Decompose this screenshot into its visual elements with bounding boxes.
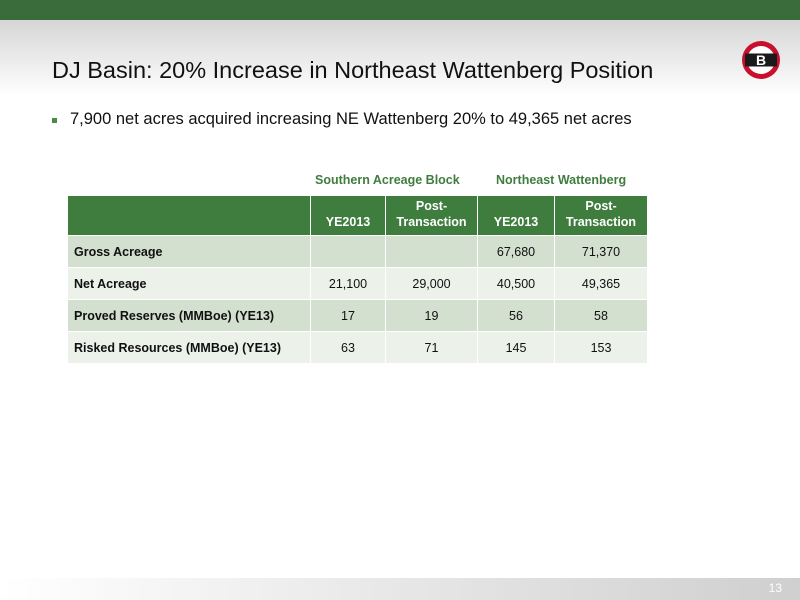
table-cell: 19 xyxy=(385,299,478,332)
column-header-ye2013-southern: YE2013 xyxy=(310,195,386,236)
table-cell: 56 xyxy=(477,299,555,332)
column-header-post-transaction-text: Post-Transaction xyxy=(396,199,467,229)
table-cell: 63 xyxy=(310,331,386,364)
bullet-text: 7,900 net acres acquired increasing NE W… xyxy=(70,110,632,128)
column-header-label xyxy=(67,195,311,236)
logo-letter: B xyxy=(756,52,766,68)
table-cell: 21,100 xyxy=(310,267,386,300)
table-row: Risked Resources (MMBoe) (YE13) 63 71 14… xyxy=(67,331,648,364)
bullet-item: 7,900 net acres acquired increasing NE W… xyxy=(52,110,632,129)
top-accent-bar xyxy=(0,0,800,20)
table-cell: 145 xyxy=(477,331,555,364)
table-cell xyxy=(385,235,478,268)
page-number: 13 xyxy=(768,581,782,595)
bullet-square-icon xyxy=(52,117,57,123)
column-header-post-transaction-southern: Post-Transaction xyxy=(385,195,478,236)
title-band xyxy=(0,20,800,96)
row-label: Net Acreage xyxy=(67,267,311,300)
table-row: Gross Acreage 67,680 71,370 xyxy=(67,235,648,268)
table-cell: 40,500 xyxy=(477,267,555,300)
table-cell xyxy=(310,235,386,268)
table-cell: 153 xyxy=(554,331,648,364)
footer-band xyxy=(0,578,800,600)
acreage-table: YE2013 Post-Transaction YE2013 Post-Tran… xyxy=(67,195,648,364)
company-logo: B xyxy=(742,41,780,79)
column-header-post-transaction-text: Post-Transaction xyxy=(565,199,637,229)
table-row: Proved Reserves (MMBoe) (YE13) 17 19 56 … xyxy=(67,299,648,332)
row-label: Risked Resources (MMBoe) (YE13) xyxy=(67,331,311,364)
table-cell: 58 xyxy=(554,299,648,332)
table-row: Net Acreage 21,100 29,000 40,500 49,365 xyxy=(67,267,648,300)
group-header-southern: Southern Acreage Block xyxy=(315,173,460,187)
column-header-post-transaction-northeast: Post-Transaction xyxy=(554,195,648,236)
row-label: Proved Reserves (MMBoe) (YE13) xyxy=(67,299,311,332)
table-cell: 49,365 xyxy=(554,267,648,300)
table-cell: 71 xyxy=(385,331,478,364)
group-header-northeast: Northeast Wattenberg xyxy=(496,173,627,187)
table-cell: 17 xyxy=(310,299,386,332)
slide-title: DJ Basin: 20% Increase in Northeast Watt… xyxy=(52,57,654,83)
row-label: Gross Acreage xyxy=(67,235,311,268)
table-cell: 71,370 xyxy=(554,235,648,268)
column-header-ye2013-northeast: YE2013 xyxy=(477,195,555,236)
table-cell: 67,680 xyxy=(477,235,555,268)
table-header-row: YE2013 Post-Transaction YE2013 Post-Tran… xyxy=(67,195,648,236)
table-cell: 29,000 xyxy=(385,267,478,300)
